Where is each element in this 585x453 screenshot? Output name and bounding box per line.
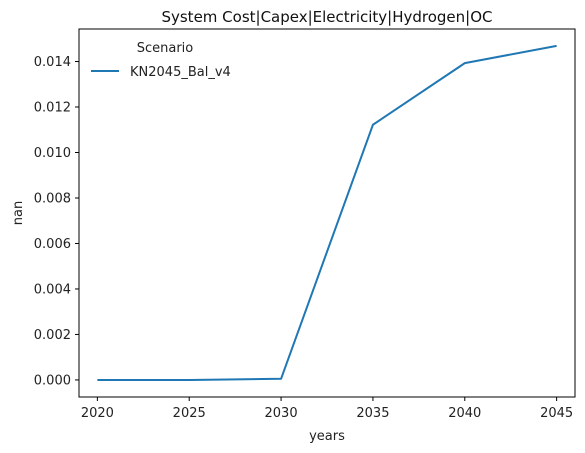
y-tick-label: 0.012 [34,101,71,116]
y-axis-label: nan [11,201,26,225]
y-tick-label: 0.008 [34,191,71,206]
x-tick-label: 2030 [265,406,298,421]
legend-label: KN2045_Bal_v4 [130,65,231,80]
y-tick-label: 0.002 [34,328,71,343]
y-tick-label: 0.006 [34,237,71,252]
plot-area-frame [78,28,576,398]
series-layer [97,44,557,381]
x-axis-label: years [309,429,345,444]
x-tick-label: 2035 [356,406,389,421]
legend-title: Scenario [137,41,194,56]
y-tick-label: 0.014 [34,55,71,70]
y-tick-label: 0.010 [34,146,71,161]
x-tick-label: 2040 [448,406,481,421]
x-tick-label: 2025 [173,406,206,421]
x-axis: 2020 2025 2030 2035 2040 2045 [81,397,573,421]
y-tick-label: 0.000 [34,373,71,388]
x-tick-label: 2045 [540,406,573,421]
y-tick-label: 0.004 [34,282,71,297]
chart-title: System Cost|Capex|Electricity|Hydrogen|O… [161,8,492,26]
series-line [97,44,557,381]
y-axis: 0.000 0.002 0.004 0.006 0.008 0.010 0.012 0.014 [34,55,79,388]
legend: Scenario KN2045_Bal_v4 [91,41,231,80]
x-tick-label: 2020 [81,406,114,421]
